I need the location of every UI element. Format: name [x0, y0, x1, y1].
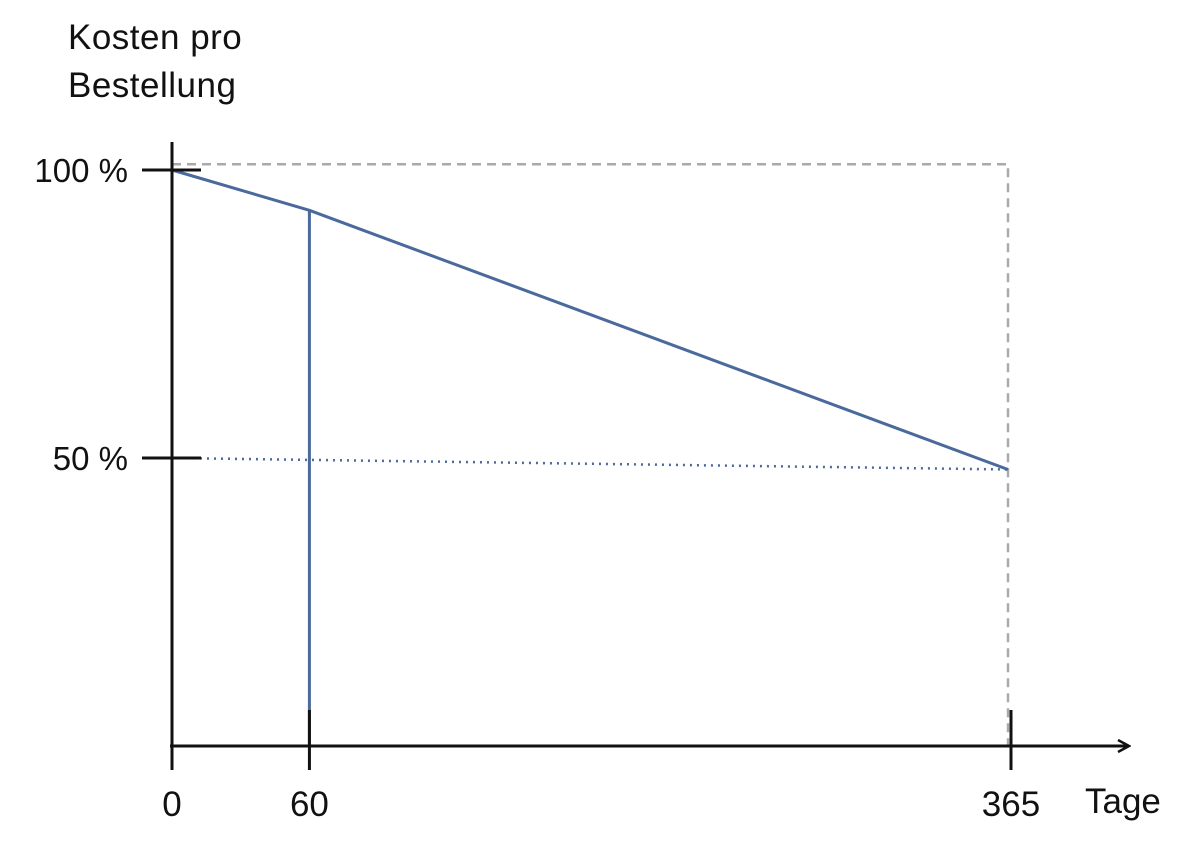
- reference-lines: [171, 162, 1010, 746]
- cost-series-line: [171, 168, 1009, 471]
- y-tick-label: 50 %: [53, 440, 128, 477]
- y-tick-label: 100 %: [34, 152, 128, 189]
- ticks: 100 % 50 % 0 60 365: [34, 152, 1040, 824]
- x-tick-label: 365: [982, 785, 1040, 824]
- x-axis-label: Tage: [1085, 782, 1161, 821]
- y-axis-label-line-2: Bestellung: [68, 66, 237, 105]
- y-axis-label: Kosten pro Bestellung: [68, 14, 242, 110]
- x-tick-label: 0: [162, 785, 181, 824]
- y-axis-label-line-1: Kosten pro: [68, 18, 243, 57]
- x-tick-label: 60: [290, 785, 329, 824]
- series-layer: [171, 168, 1009, 471]
- dashed-reference-line: [172, 162, 1010, 746]
- dotted-reference-line: [171, 456, 1009, 471]
